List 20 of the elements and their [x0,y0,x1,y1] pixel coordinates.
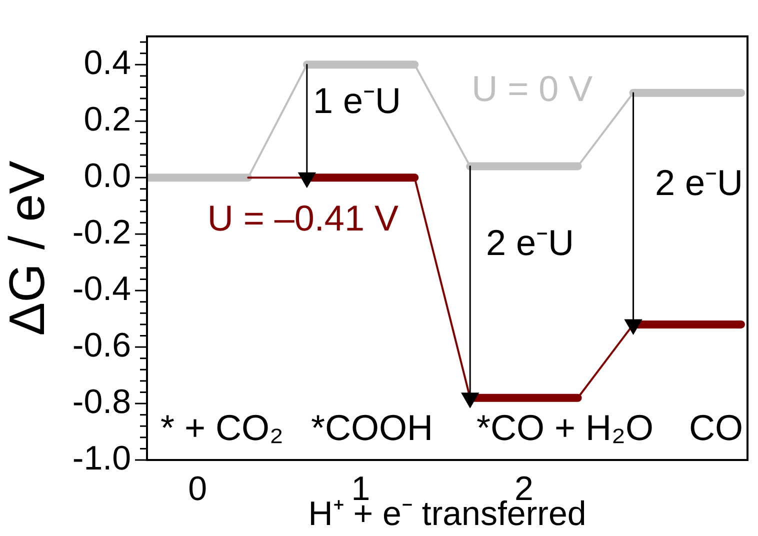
y-tick-label: -0.6 [72,326,131,364]
y-tick-label: -0.2 [72,213,131,252]
y-tick-label: 0.2 [84,100,131,138]
series-label: U = 0 V [472,68,593,110]
y-tick-label: 0.0 [84,156,131,195]
y-tick-label: -0.4 [72,270,131,308]
annotation: CO [689,406,743,448]
annotation: *COOH [310,406,434,448]
annotation: 2 e⁻U [486,222,574,263]
y-tick-label: -1.0 [72,439,131,478]
annotation: 1 e⁻U [312,80,402,121]
y-axis-title: ΔG / eV [0,160,55,336]
x-tick-label: 2 [514,470,534,508]
y-tick-label: 0.4 [84,44,131,82]
y-tick-label: -0.8 [72,382,131,421]
x-tick-label: 0 [188,470,208,508]
annotation: *CO + H₂O [476,406,654,448]
series-label: U = –0.41 V [207,198,398,239]
annotation: 2 e⁻U [654,162,744,203]
annotation: * + CO₂ [160,406,284,448]
